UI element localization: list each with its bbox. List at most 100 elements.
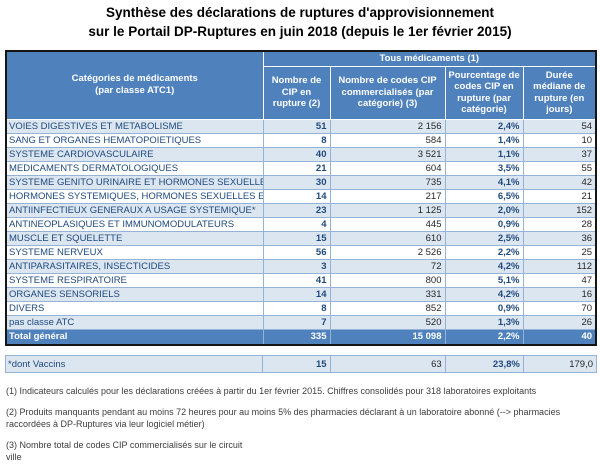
cip-count-cell: 51 xyxy=(262,118,331,134)
vaccins-subtable: *dont Vaccins 15 63 23,8% 179,0 xyxy=(4,355,598,373)
vaccins-cip-count-cell: 15 xyxy=(262,355,331,373)
table-row: ANTINEOPLASIQUES ET IMMUNOMODULATEURS 4 … xyxy=(5,216,597,232)
category-cell: SYSTEME GENITO URINAIRE ET HORMONES SEXU… xyxy=(5,174,264,190)
category-cell: ANTINEOPLASIQUES ET IMMUNOMODULATEURS xyxy=(5,216,264,232)
table-row: SYSTEME GENITO URINAIRE ET HORMONES SEXU… xyxy=(5,174,597,190)
category-cell: ANTIPARASITAIRES, INSECTICIDES xyxy=(5,258,264,274)
table-row: MEDICAMENTS DERMATOLOGIQUES 21 604 3,5% … xyxy=(5,160,597,176)
cip-count-cell: 14 xyxy=(262,286,331,302)
category-cell: SANG ET ORGANES HEMATOPOIETIQUES xyxy=(5,132,264,148)
pct-cell: 2,4% xyxy=(444,118,524,134)
codes-cell: 445 xyxy=(329,216,446,232)
ruptures-summary-table: Catégories de médicaments (par classe AT… xyxy=(5,50,598,346)
cip-count-cell: 8 xyxy=(262,132,331,148)
group-header: Tous médicaments (1) xyxy=(262,50,597,67)
vaccins-codes-cell: 63 xyxy=(329,355,446,373)
table-row: MUSCLE ET SQUELETTE 15 610 2,5% 36 xyxy=(5,230,597,246)
duration-cell: 16 xyxy=(522,286,597,302)
duration-cell: 55 xyxy=(522,160,597,176)
category-cell: DIVERS xyxy=(5,300,264,316)
duration-cell: 37 xyxy=(522,146,597,162)
cip-count-cell: 4 xyxy=(262,216,331,232)
footnote-3: (3) Nombre total de codes CIP commercial… xyxy=(6,439,243,463)
duration-cell: 25 xyxy=(522,244,597,260)
table-row: ANTIPARASITAIRES, INSECTICIDES 3 72 4,2%… xyxy=(5,258,597,274)
cip-count-cell: 41 xyxy=(262,272,331,288)
category-cell: MUSCLE ET SQUELETTE xyxy=(5,230,264,246)
category-cell: MEDICAMENTS DERMATOLOGIQUES xyxy=(5,160,264,176)
cip-count-cell: 3 xyxy=(262,258,331,274)
footnotes: (1) Indicateurs calculés pour les déclar… xyxy=(6,385,596,466)
codes-cell: 1 125 xyxy=(329,202,446,218)
cip-count-cell: 14 xyxy=(262,188,331,204)
codes-cell: 604 xyxy=(329,160,446,176)
table-row: VOIES DIGESTIVES ET METABOLISME 51 2 156… xyxy=(5,118,597,134)
codes-cell: 610 xyxy=(329,230,446,246)
pct-cell: 4,2% xyxy=(444,286,524,302)
total-row: Total général 335 15 098 2,2% 40 xyxy=(5,328,597,346)
duration-cell: 10 xyxy=(522,132,597,148)
category-cell: HORMONES SYSTEMIQUES, HORMONES SEXUELLES… xyxy=(5,188,264,204)
table-row: HORMONES SYSTEMIQUES, HORMONES SEXUELLES… xyxy=(5,188,597,204)
cip-count-cell: 7 xyxy=(262,314,331,330)
table-row: ORGANES SENSORIELS 14 331 4,2% 16 xyxy=(5,286,597,302)
codes-cell: 852 xyxy=(329,300,446,316)
pct-cell: 6,5% xyxy=(444,188,524,204)
group-header-row: Catégories de médicaments (par classe AT… xyxy=(5,50,597,120)
table-row: ANTIINFECTIEUX GENERAUX A USAGE SYSTEMIQ… xyxy=(5,202,597,218)
duration-cell: 112 xyxy=(522,258,597,274)
codes-cell: 72 xyxy=(329,258,446,274)
table-row: SYSTEME NERVEUX 56 2 526 2,2% 25 xyxy=(5,244,597,260)
total-codes-cell: 15 098 xyxy=(329,328,446,346)
category-cell: SYSTEME CARDIOVASCULAIRE xyxy=(5,146,264,162)
vaccins-pct-cell: 23,8% xyxy=(444,355,524,373)
total-cip-count-cell: 335 xyxy=(262,328,331,346)
category-cell: ANTIINFECTIEUX GENERAUX A USAGE SYSTEMIQ… xyxy=(5,202,264,218)
codes-cell: 735 xyxy=(329,174,446,190)
pct-cell: 5,1% xyxy=(444,272,524,288)
total-duration-cell: 40 xyxy=(522,328,597,346)
category-cell: SYSTEME NERVEUX xyxy=(5,244,264,260)
codes-cell: 520 xyxy=(329,314,446,330)
codes-cell: 584 xyxy=(329,132,446,148)
cip-count-cell: 21 xyxy=(262,160,331,176)
duration-cell: 54 xyxy=(522,118,597,134)
pct-cell: 1,3% xyxy=(444,314,524,330)
pct-cell: 1,4% xyxy=(444,132,524,148)
pct-cell: 4,2% xyxy=(444,258,524,274)
cip-count-cell: 40 xyxy=(262,146,331,162)
duration-cell: 28 xyxy=(522,216,597,232)
duration-cell: 70 xyxy=(522,300,597,316)
footnote-1: (1) Indicateurs calculés pour les déclar… xyxy=(6,386,537,396)
cip-count-cell: 56 xyxy=(262,244,331,260)
cip-count-cell: 23 xyxy=(262,202,331,218)
duration-cell: 36 xyxy=(522,230,597,246)
pct-cell: 0,9% xyxy=(444,216,524,232)
footnote-2: (2) Produits manquants pendant au moins … xyxy=(6,406,561,430)
duration-cell: 21 xyxy=(522,188,597,204)
codes-cell: 331 xyxy=(329,286,446,302)
duration-cell: 47 xyxy=(522,272,597,288)
column-header-pourcentage: Pourcentage de codes CIP en rupture (par… xyxy=(444,65,524,120)
column-header-codes-commercialises: Nombre de codes CIP commercialisés (par … xyxy=(329,65,446,120)
table-row: DIVERS 8 852 0,9% 70 xyxy=(5,300,597,316)
duration-cell: 42 xyxy=(522,174,597,190)
duration-cell: 152 xyxy=(522,202,597,218)
codes-cell: 217 xyxy=(329,188,446,204)
vaccins-duration-cell: 179,0 xyxy=(522,355,598,373)
cip-count-cell: 15 xyxy=(262,230,331,246)
pct-cell: 0,9% xyxy=(444,300,524,316)
pct-cell: 2,0% xyxy=(444,202,524,218)
table-row: SANG ET ORGANES HEMATOPOIETIQUES 8 584 1… xyxy=(5,132,597,148)
pct-cell: 2,5% xyxy=(444,230,524,246)
sub-header-row: Nombre de CIP en rupture (2) Nombre de c… xyxy=(6,65,597,120)
table-row: pas classe ATC 7 520 1,3% 26 xyxy=(5,314,597,330)
vaccins-label-cell: *dont Vaccins xyxy=(4,355,264,373)
codes-cell: 2 526 xyxy=(329,244,446,260)
total-label-cell: Total général xyxy=(5,328,264,346)
pct-cell: 4,1% xyxy=(444,174,524,190)
pct-cell: 1,1% xyxy=(444,146,524,162)
duration-cell: 26 xyxy=(522,314,597,330)
category-cell: VOIES DIGESTIVES ET METABOLISME xyxy=(5,118,264,134)
category-column-header: Catégories de médicaments (par classe AT… xyxy=(5,50,264,120)
